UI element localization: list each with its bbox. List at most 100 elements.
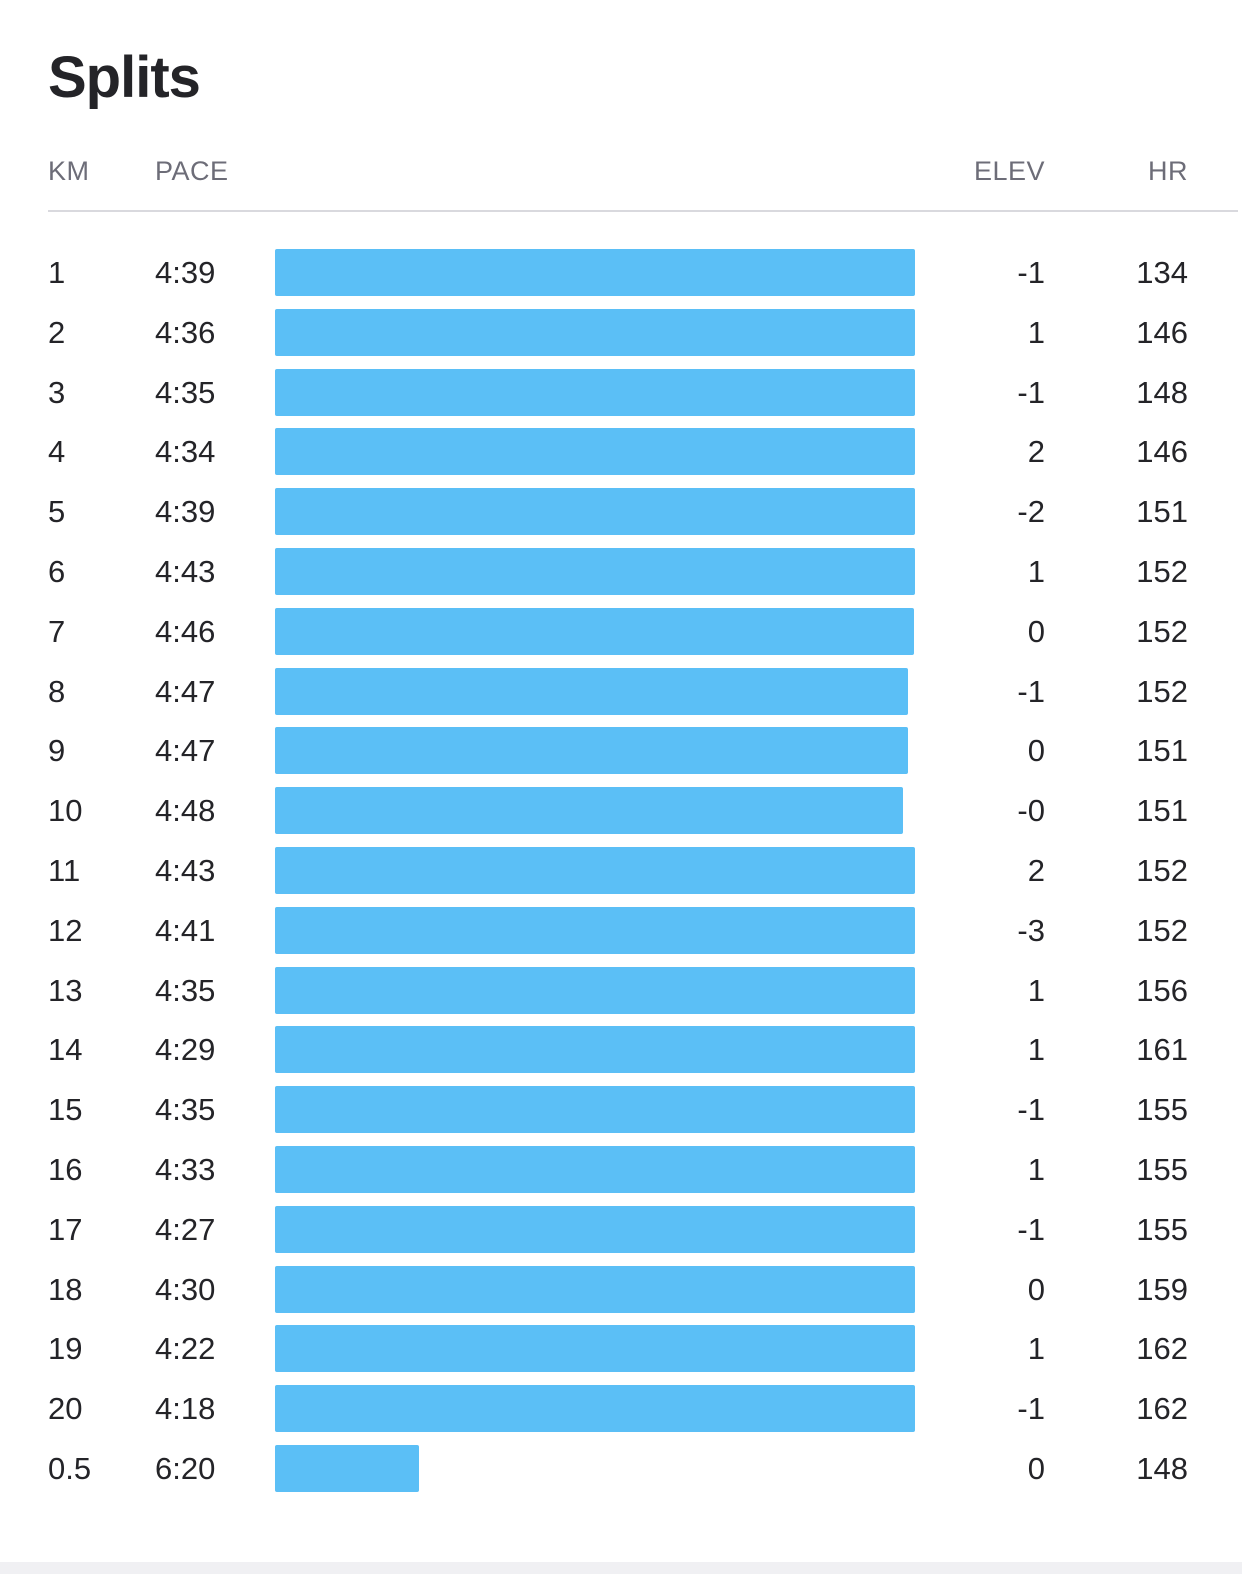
split-pace: 4:27 <box>155 1211 216 1247</box>
pace-bar-track <box>275 667 915 715</box>
split-row: 1 4:39 -1 134 <box>0 243 1242 303</box>
pace-bar <box>275 547 915 595</box>
pace-bar-track <box>275 1265 915 1313</box>
split-km: 8 <box>48 673 66 709</box>
pace-bar-track <box>275 846 915 894</box>
split-row: 0.5 6:20 0 148 <box>0 1439 1242 1499</box>
pace-bar <box>275 846 915 894</box>
split-pace: 4:33 <box>155 1151 216 1187</box>
pace-bar-track <box>275 368 915 416</box>
split-pace: 4:22 <box>155 1331 216 1367</box>
split-km: 7 <box>48 613 66 649</box>
split-pace: 4:46 <box>155 613 216 649</box>
split-km: 10 <box>48 793 83 829</box>
split-elev: 1 <box>1027 972 1045 1008</box>
split-row: 19 4:22 1 162 <box>0 1319 1242 1379</box>
pace-bar-track <box>275 607 915 655</box>
split-row: 16 4:33 1 155 <box>0 1140 1242 1200</box>
pace-bar <box>275 1026 915 1074</box>
split-elev: 1 <box>1027 553 1045 589</box>
split-pace: 4:34 <box>155 434 216 470</box>
split-row: 15 4:35 -1 155 <box>0 1080 1242 1140</box>
split-pace: 4:39 <box>155 494 216 530</box>
split-elev: 1 <box>1027 1331 1045 1367</box>
split-elev: -1 <box>1017 1391 1045 1427</box>
split-elev: -1 <box>1017 1092 1045 1128</box>
pace-bar-track <box>275 727 915 775</box>
pace-bar-track <box>275 249 915 296</box>
split-km: 11 <box>48 852 81 888</box>
split-km: 14 <box>48 1032 83 1068</box>
splits-table: 1 4:39 -1 134 2 4:36 1 146 3 4:35 -1 148 4 4:34 2 146 5 4… <box>0 243 1242 1499</box>
pace-bar-track <box>275 1444 915 1492</box>
pace-bar <box>275 428 915 476</box>
split-elev: -1 <box>1017 255 1045 290</box>
pace-bar-track <box>275 1145 915 1193</box>
pace-bar-track <box>275 966 915 1014</box>
split-row: 18 4:30 0 159 <box>0 1260 1242 1320</box>
split-km: 12 <box>48 912 83 948</box>
split-km: 4 <box>48 434 66 470</box>
split-hr: 152 <box>1136 912 1188 948</box>
pace-bar <box>275 607 914 655</box>
pace-bar-track <box>275 488 915 536</box>
pace-bar-track <box>275 547 915 595</box>
pace-bar-track <box>275 1086 915 1134</box>
pace-bar <box>275 1385 915 1433</box>
split-pace: 4:18 <box>155 1391 216 1427</box>
split-hr: 161 <box>1136 1032 1188 1068</box>
split-elev: -2 <box>1017 494 1045 530</box>
split-elev: -1 <box>1017 673 1045 709</box>
pace-bar <box>275 1145 915 1193</box>
split-km: 19 <box>48 1331 83 1367</box>
split-pace: 4:47 <box>155 733 216 769</box>
split-row: 4 4:34 2 146 <box>0 422 1242 482</box>
split-km: 6 <box>48 553 66 589</box>
split-elev: 0 <box>1027 1450 1045 1486</box>
pace-bar <box>275 1086 915 1134</box>
split-pace: 4:30 <box>155 1271 216 1307</box>
pace-bar <box>275 308 915 356</box>
split-km: 17 <box>48 1211 83 1247</box>
split-hr: 152 <box>1136 613 1188 649</box>
split-row: 9 4:47 0 151 <box>0 721 1242 781</box>
split-row: 3 4:35 -1 148 <box>0 363 1242 423</box>
pace-bar <box>275 488 915 536</box>
split-row: 2 4:36 1 146 <box>0 303 1242 363</box>
split-km: 0.5 <box>48 1450 92 1486</box>
split-elev: 0 <box>1027 1271 1045 1307</box>
split-pace: 4:35 <box>155 374 216 410</box>
pace-bar <box>275 1325 915 1373</box>
split-row: 14 4:29 1 161 <box>0 1020 1242 1080</box>
split-km: 16 <box>48 1151 83 1187</box>
split-elev: -0 <box>1017 793 1045 829</box>
page-title: Splits <box>48 45 201 110</box>
pace-bar <box>275 249 915 296</box>
split-hr: 152 <box>1136 673 1188 709</box>
split-pace: 4:41 <box>155 912 216 948</box>
split-hr: 162 <box>1136 1331 1188 1367</box>
split-elev: 1 <box>1027 1032 1045 1068</box>
column-header-pace: PACE <box>155 156 229 186</box>
split-hr: 152 <box>1136 553 1188 589</box>
split-elev: 1 <box>1027 314 1045 350</box>
split-hr: 146 <box>1136 314 1188 350</box>
split-km: 13 <box>48 972 83 1008</box>
split-km: 1 <box>48 255 66 290</box>
split-pace: 6:20 <box>155 1450 216 1486</box>
split-hr: 151 <box>1136 733 1188 769</box>
pace-bar <box>275 368 915 416</box>
split-hr: 134 <box>1136 255 1188 290</box>
split-km: 5 <box>48 494 66 530</box>
bottom-divider <box>0 1562 1242 1574</box>
split-pace: 4:35 <box>155 1092 216 1128</box>
split-row: 20 4:18 -1 162 <box>0 1379 1242 1439</box>
split-row: 11 4:43 2 152 <box>0 841 1242 901</box>
pace-bar-track <box>275 1205 915 1253</box>
split-row: 10 4:48 -0 151 <box>0 781 1242 841</box>
split-hr: 155 <box>1136 1092 1188 1128</box>
split-row: 7 4:46 0 152 <box>0 602 1242 662</box>
split-hr: 162 <box>1136 1391 1188 1427</box>
split-elev: -1 <box>1017 374 1045 410</box>
split-km: 20 <box>48 1391 83 1427</box>
